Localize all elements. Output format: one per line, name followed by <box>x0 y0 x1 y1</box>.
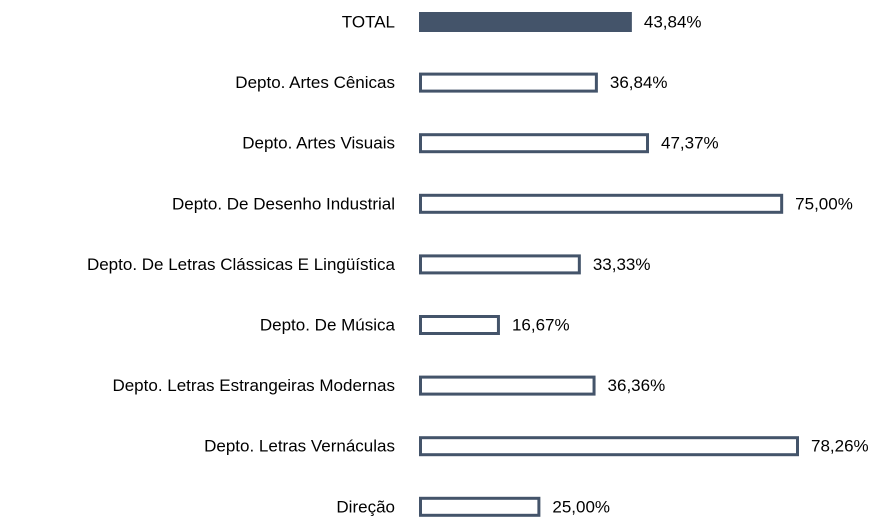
value-label: 25,00% <box>552 497 610 516</box>
value-label: 47,37% <box>661 134 719 153</box>
bar <box>419 72 598 93</box>
bar <box>419 133 650 154</box>
category-label: Depto. De Música <box>260 315 396 334</box>
bar <box>419 436 799 457</box>
bar <box>419 315 500 335</box>
value-label: 43,84% <box>644 12 702 31</box>
bar <box>419 12 632 32</box>
category-label: TOTAL <box>342 12 395 31</box>
category-label: Depto. Artes Cênicas <box>235 73 395 92</box>
bar <box>419 254 581 275</box>
bar <box>419 375 596 396</box>
category-label: Direção <box>336 497 395 516</box>
category-label: Depto. De Desenho Industrial <box>172 194 395 213</box>
value-label: 33,33% <box>593 255 651 274</box>
value-label: 36,84% <box>610 73 668 92</box>
value-label: 78,26% <box>811 437 869 456</box>
category-label: Depto. Letras Estrangeiras Modernas <box>112 376 395 395</box>
bar <box>419 193 784 214</box>
category-label: Depto. De Letras Clássicas E Lingüística <box>87 255 396 274</box>
category-label: Depto. Artes Visuais <box>242 134 395 153</box>
bar <box>419 496 541 517</box>
value-label: 16,67% <box>512 315 570 334</box>
value-label: 75,00% <box>795 194 853 213</box>
category-label: Depto. Letras Vernáculas <box>204 437 395 456</box>
value-label: 36,36% <box>608 376 666 395</box>
